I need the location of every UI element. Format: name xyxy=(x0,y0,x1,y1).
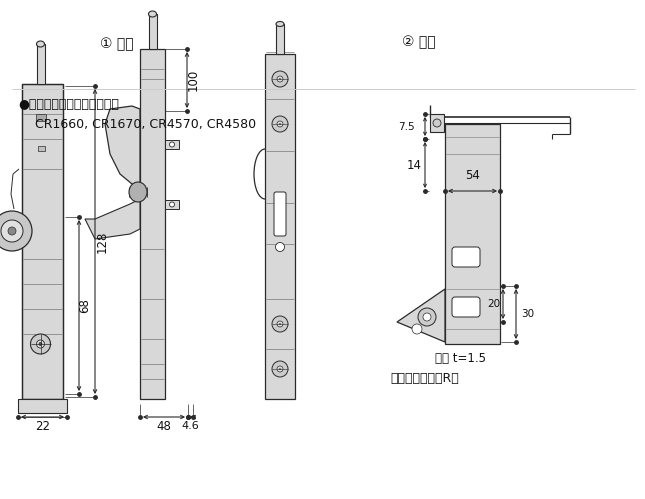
Circle shape xyxy=(412,324,422,334)
Circle shape xyxy=(277,321,283,327)
Polygon shape xyxy=(397,289,445,342)
Circle shape xyxy=(279,368,281,370)
Bar xyxy=(445,124,500,344)
Ellipse shape xyxy=(276,21,284,26)
Circle shape xyxy=(272,116,288,132)
Bar xyxy=(35,114,46,121)
Circle shape xyxy=(272,71,288,87)
Circle shape xyxy=(279,323,281,325)
Circle shape xyxy=(277,366,283,372)
Ellipse shape xyxy=(129,182,147,202)
Circle shape xyxy=(30,334,50,354)
Text: 22: 22 xyxy=(35,420,50,433)
Circle shape xyxy=(279,123,281,125)
Circle shape xyxy=(1,220,23,242)
Polygon shape xyxy=(105,106,140,189)
Text: 14: 14 xyxy=(407,159,422,172)
Circle shape xyxy=(170,202,175,207)
Bar xyxy=(165,200,179,209)
Text: CR1660, CR1670, CR4570, CR4580: CR1660, CR1670, CR4570, CR4580 xyxy=(35,117,256,131)
Text: 20: 20 xyxy=(487,299,500,309)
Circle shape xyxy=(275,243,284,251)
Text: 68: 68 xyxy=(79,298,92,313)
Text: 48: 48 xyxy=(157,420,172,433)
Circle shape xyxy=(418,308,436,326)
FancyBboxPatch shape xyxy=(452,247,480,267)
Bar xyxy=(37,44,45,84)
Text: ●対応金具記号（ハンドル）: ●対応金具記号（ハンドル） xyxy=(18,97,119,110)
Text: 30: 30 xyxy=(521,309,534,319)
Text: 100: 100 xyxy=(186,69,199,91)
Bar xyxy=(430,114,444,132)
Bar xyxy=(165,140,179,149)
Circle shape xyxy=(39,342,42,345)
Circle shape xyxy=(170,142,175,147)
Ellipse shape xyxy=(37,41,45,47)
Circle shape xyxy=(423,313,431,321)
Text: 54: 54 xyxy=(465,169,480,182)
Bar xyxy=(22,84,63,399)
Circle shape xyxy=(277,121,283,127)
Text: 4.6: 4.6 xyxy=(182,421,199,431)
FancyBboxPatch shape xyxy=(452,297,480,317)
Circle shape xyxy=(433,119,441,127)
Bar xyxy=(37,146,45,151)
Text: 本図は右勝手（R）: 本図は右勝手（R） xyxy=(390,372,459,386)
Text: 7.5: 7.5 xyxy=(399,121,415,132)
FancyBboxPatch shape xyxy=(274,192,286,236)
Ellipse shape xyxy=(148,11,157,17)
Circle shape xyxy=(8,227,16,235)
Bar xyxy=(18,399,67,413)
Text: 板厚 t=1.5: 板厚 t=1.5 xyxy=(435,352,486,365)
Text: ② 受け: ② 受け xyxy=(402,35,435,49)
Circle shape xyxy=(0,211,32,251)
Circle shape xyxy=(277,76,283,82)
Text: ① 本体: ① 本体 xyxy=(100,37,134,51)
Text: 128: 128 xyxy=(95,231,108,252)
Bar xyxy=(140,49,165,399)
Polygon shape xyxy=(85,199,140,239)
Bar xyxy=(148,14,157,49)
Circle shape xyxy=(272,361,288,377)
Bar xyxy=(276,24,284,54)
Bar xyxy=(265,54,295,399)
Circle shape xyxy=(37,340,45,348)
Circle shape xyxy=(272,316,288,332)
Circle shape xyxy=(279,78,281,80)
